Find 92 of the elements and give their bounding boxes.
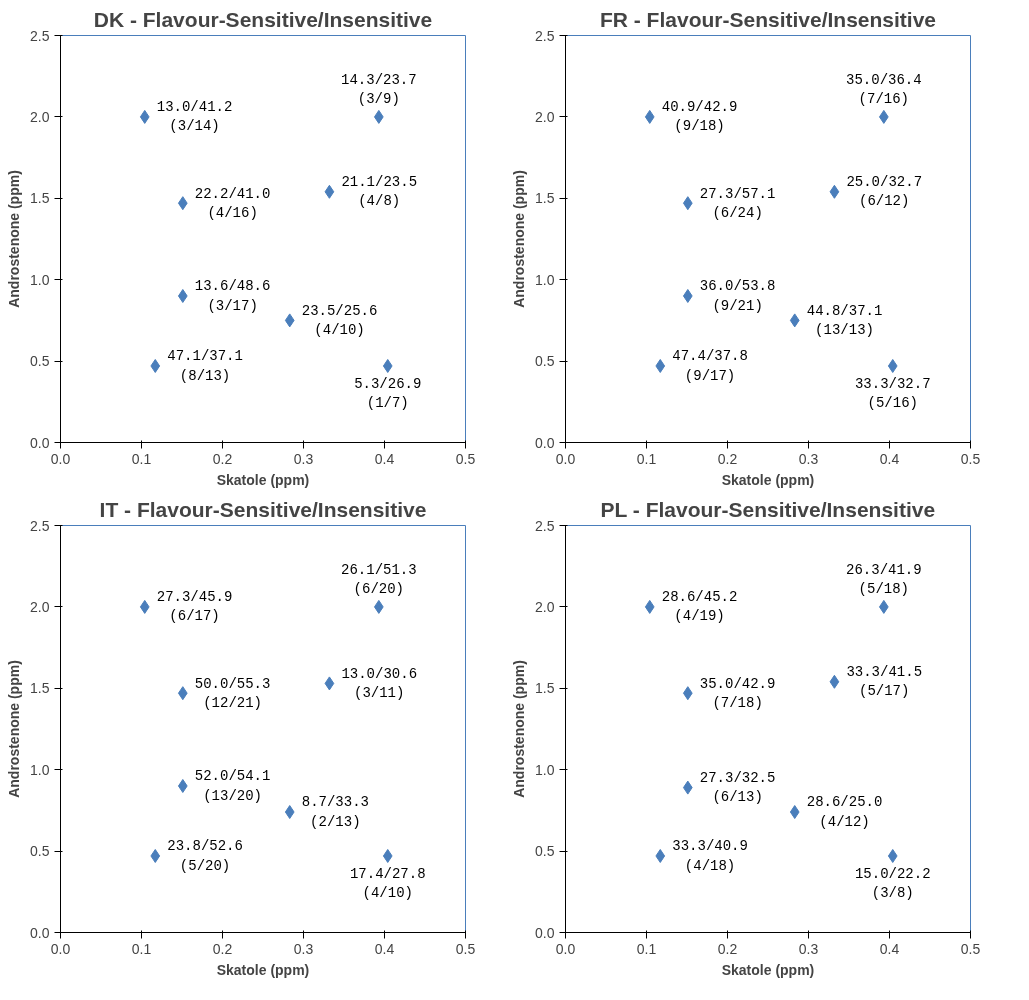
- y-axis-title: Androstenone (ppm): [511, 170, 528, 308]
- annotation: 5.3/26.9 (1/7): [354, 375, 422, 412]
- annotation: 8.7/33.3 (2/13): [301, 794, 369, 830]
- x-tick-label: 0.2: [717, 940, 738, 957]
- x-axis-title: Skatole (ppm): [721, 961, 815, 978]
- annotation: 28.6/25.0 (4/12): [806, 794, 883, 830]
- annotation: 33.3/32.7 (5/16): [854, 375, 931, 412]
- y-tick-label: 1.5: [535, 680, 555, 697]
- annotation: 33.3/40.9 (4/18): [672, 838, 748, 874]
- annotation: 27.3/57.1 (6/24): [699, 185, 776, 221]
- y-tick-label: 2.5: [535, 517, 555, 534]
- x-tick-label: 0.1: [636, 940, 657, 957]
- chart-title: PL - Flavour-Sensitive/Insensitive: [600, 497, 936, 521]
- annotation: 13.0/41.2 (3/14): [156, 99, 233, 135]
- annotation: 47.4/37.8 (9/17): [672, 348, 748, 384]
- annotation: 50.0/55.3 (12/21): [194, 675, 271, 711]
- y-tick-label: 0.5: [535, 353, 555, 370]
- x-tick-label: 0.1: [131, 450, 152, 467]
- annotation: 40.9/42.9 (9/18): [661, 99, 738, 135]
- x-tick-label: 0.5: [455, 450, 476, 467]
- x-tick-label: 0.3: [798, 450, 819, 467]
- y-axis-title: Androstenone (ppm): [6, 660, 23, 798]
- y-tick-label: 1.0: [535, 761, 555, 778]
- x-axis-title: Skatole (ppm): [216, 471, 310, 488]
- annotation: 35.0/36.4 (7/16): [846, 71, 922, 107]
- x-tick-label: 0.2: [717, 450, 738, 467]
- annotation: 27.3/32.5 (6/13): [699, 770, 776, 806]
- y-tick-label: 2.0: [535, 108, 555, 125]
- y-tick-label: 0.5: [30, 843, 50, 860]
- x-tick-label: 0.5: [455, 940, 476, 957]
- annotation: 15.0/22.2 (3/8): [854, 865, 931, 902]
- x-tick-label: 0.4: [374, 940, 395, 957]
- x-tick-label: 0.0: [555, 940, 576, 957]
- x-tick-label: 0.0: [50, 940, 71, 957]
- y-tick-label: 1.5: [30, 680, 50, 697]
- annotation: 13.6/48.6 (3/17): [194, 278, 271, 314]
- x-tick-label: 0.5: [960, 940, 981, 957]
- y-tick-label: 1.0: [30, 761, 50, 778]
- annotation: 13.0/30.6 (3/11): [341, 665, 418, 702]
- x-tick-label: 0.4: [374, 450, 395, 467]
- x-tick-label: 0.1: [636, 450, 657, 467]
- annotation: 33.3/41.5 (5/17): [846, 664, 923, 700]
- chart-title: FR - Flavour-Sensitive/Insensitive: [599, 7, 937, 31]
- x-tick-label: 0.2: [212, 450, 233, 467]
- chart-title: IT - Flavour-Sensitive/Insensitive: [99, 497, 427, 521]
- annotation: 47.1/37.1 (8/13): [167, 348, 243, 384]
- y-axis-title: Androstenone (ppm): [6, 170, 23, 308]
- annotation: 22.2/41.0 (4/16): [194, 185, 271, 221]
- annotation: 26.3/41.9 (5/18): [846, 561, 922, 597]
- y-tick-label: 2.5: [30, 517, 50, 534]
- y-tick-label: 1.5: [30, 190, 50, 207]
- y-tick-label: 0.0: [30, 434, 50, 451]
- annotation: 36.0/53.8 (9/21): [699, 278, 776, 314]
- x-tick-label: 0.3: [293, 450, 314, 467]
- y-tick-label: 0.0: [535, 924, 555, 941]
- annotation: 25.0/32.7 (6/12): [846, 174, 923, 210]
- y-tick-label: 1.5: [535, 190, 555, 207]
- y-tick-label: 1.0: [535, 271, 555, 288]
- x-tick-label: 0.3: [798, 940, 819, 957]
- y-tick-label: 0.0: [30, 924, 50, 941]
- annotation: 28.6/45.2 (4/19): [661, 589, 738, 625]
- annotation: 21.1/23.5 (4/8): [341, 174, 418, 210]
- x-tick-label: 0.4: [879, 940, 900, 957]
- y-tick-label: 2.0: [535, 598, 555, 615]
- y-tick-label: 2.0: [30, 108, 50, 125]
- y-tick-label: 2.5: [535, 27, 555, 44]
- y-tick-label: 1.0: [30, 271, 50, 288]
- y-tick-label: 2.0: [30, 598, 50, 615]
- annotation: 35.0/42.9 (7/18): [699, 675, 776, 711]
- annotation: 26.1/51.3 (6/20): [341, 561, 417, 597]
- annotation: 52.0/54.1 (13/20): [194, 768, 271, 804]
- annotation: 23.5/25.6 (4/10): [301, 302, 378, 338]
- x-tick-label: 0.0: [555, 450, 576, 467]
- annotation: 17.4/27.8 (4/10): [349, 865, 426, 902]
- x-tick-label: 0.3: [293, 940, 314, 957]
- x-axis-title: Skatole (ppm): [721, 471, 815, 488]
- x-tick-label: 0.2: [212, 940, 233, 957]
- x-tick-label: 0.0: [50, 450, 71, 467]
- y-axis-title: Androstenone (ppm): [511, 660, 528, 798]
- y-tick-label: 0.0: [535, 434, 555, 451]
- x-tick-label: 0.4: [879, 450, 900, 467]
- annotation: 27.3/45.9 (6/17): [156, 589, 233, 625]
- annotation: 14.3/23.7 (3/9): [341, 71, 417, 107]
- annotation: 23.8/52.6 (5/20): [167, 838, 243, 874]
- annotation: 44.8/37.1 (13/13): [806, 302, 883, 338]
- y-tick-label: 0.5: [535, 843, 555, 860]
- x-tick-label: 0.5: [960, 450, 981, 467]
- y-tick-label: 0.5: [30, 353, 50, 370]
- chart-title: DK - Flavour-Sensitive/Insensitive: [93, 7, 433, 31]
- x-axis-title: Skatole (ppm): [216, 961, 310, 978]
- y-tick-label: 2.5: [30, 27, 50, 44]
- x-tick-label: 0.1: [131, 940, 152, 957]
